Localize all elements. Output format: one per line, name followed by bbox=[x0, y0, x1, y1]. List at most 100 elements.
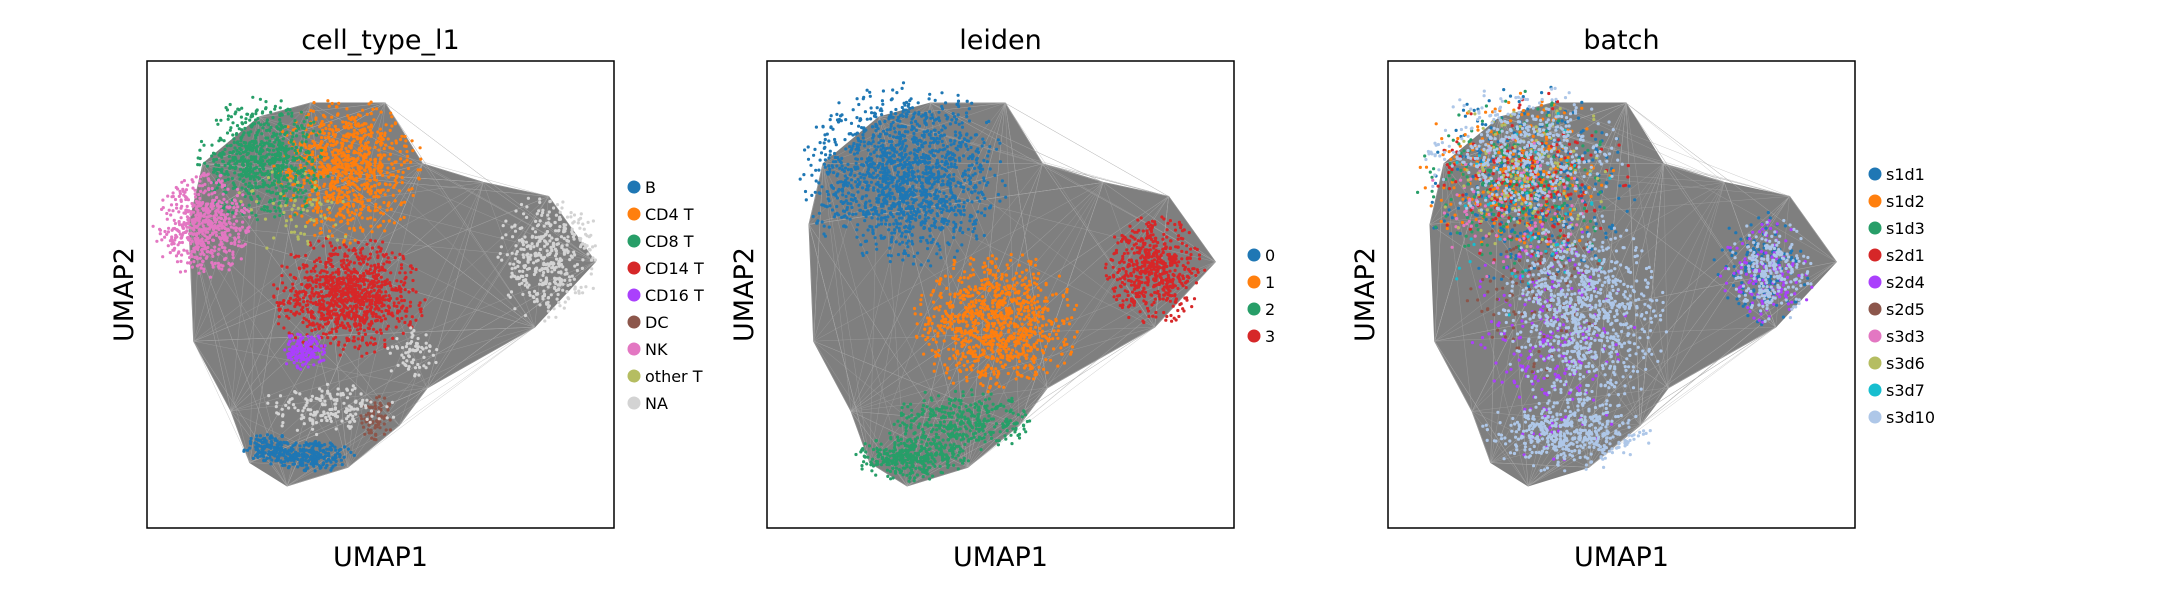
legend-label: CD8 T bbox=[645, 232, 694, 251]
point bbox=[896, 253, 901, 257]
graph-edge bbox=[193, 163, 204, 342]
point bbox=[324, 294, 328, 298]
point bbox=[514, 252, 518, 256]
point bbox=[886, 253, 891, 257]
point bbox=[572, 220, 576, 224]
point bbox=[360, 400, 364, 404]
point bbox=[298, 142, 302, 146]
point bbox=[293, 406, 297, 410]
point bbox=[333, 246, 337, 250]
point bbox=[535, 224, 540, 228]
point bbox=[535, 212, 539, 216]
graph-edge bbox=[813, 182, 1104, 342]
point bbox=[360, 202, 364, 206]
point bbox=[340, 312, 344, 316]
point bbox=[305, 179, 309, 183]
point bbox=[844, 147, 848, 151]
point bbox=[369, 301, 373, 305]
point bbox=[352, 453, 356, 457]
point bbox=[288, 214, 292, 219]
point bbox=[348, 157, 352, 161]
point bbox=[399, 280, 403, 284]
point bbox=[340, 154, 344, 158]
point bbox=[537, 239, 541, 243]
point bbox=[343, 252, 347, 256]
point bbox=[266, 136, 270, 140]
point bbox=[363, 147, 367, 151]
point bbox=[519, 202, 524, 207]
point bbox=[316, 191, 320, 195]
point bbox=[372, 168, 376, 172]
point bbox=[542, 289, 546, 293]
point bbox=[391, 147, 395, 151]
point bbox=[277, 448, 281, 452]
point bbox=[285, 219, 289, 223]
point bbox=[354, 399, 358, 403]
point bbox=[302, 422, 306, 426]
graph-edge bbox=[193, 163, 423, 342]
point bbox=[272, 283, 276, 287]
point bbox=[888, 151, 892, 155]
point bbox=[383, 338, 387, 342]
point bbox=[209, 181, 213, 185]
point bbox=[239, 139, 243, 143]
point bbox=[379, 211, 383, 215]
point bbox=[523, 313, 528, 318]
point bbox=[380, 280, 384, 284]
point bbox=[329, 419, 333, 423]
point bbox=[525, 267, 530, 271]
point bbox=[901, 258, 905, 262]
point bbox=[562, 225, 566, 230]
point bbox=[373, 145, 377, 149]
point bbox=[397, 319, 401, 323]
point bbox=[320, 219, 324, 224]
point bbox=[330, 138, 334, 142]
point bbox=[380, 265, 384, 269]
point bbox=[325, 463, 329, 468]
point bbox=[299, 146, 303, 150]
point bbox=[328, 196, 332, 200]
point bbox=[308, 197, 312, 202]
point bbox=[261, 110, 265, 114]
point bbox=[584, 285, 588, 289]
point bbox=[288, 171, 292, 175]
point bbox=[390, 345, 394, 349]
point bbox=[299, 367, 303, 371]
point bbox=[246, 112, 250, 116]
point bbox=[358, 140, 362, 144]
point bbox=[400, 306, 404, 310]
point bbox=[370, 414, 374, 418]
point bbox=[167, 226, 171, 230]
point bbox=[240, 225, 244, 229]
point bbox=[396, 311, 400, 315]
point bbox=[220, 209, 224, 213]
point bbox=[255, 149, 259, 154]
point bbox=[324, 274, 328, 278]
point bbox=[393, 183, 397, 187]
point bbox=[323, 443, 327, 447]
point bbox=[318, 285, 322, 289]
point bbox=[235, 194, 239, 198]
point bbox=[233, 146, 237, 150]
point bbox=[274, 192, 278, 196]
point bbox=[273, 205, 277, 210]
point bbox=[964, 111, 969, 115]
graph-edge bbox=[813, 341, 852, 412]
point bbox=[353, 324, 357, 328]
point bbox=[424, 341, 428, 345]
point bbox=[349, 146, 353, 150]
point bbox=[315, 221, 319, 225]
point bbox=[264, 107, 268, 111]
point bbox=[211, 232, 215, 236]
point bbox=[308, 181, 312, 185]
point bbox=[314, 280, 318, 285]
point bbox=[190, 265, 194, 269]
point bbox=[395, 304, 399, 308]
point bbox=[366, 286, 370, 290]
graph-edge bbox=[193, 340, 428, 389]
point bbox=[298, 163, 303, 167]
point bbox=[177, 194, 181, 198]
point bbox=[217, 139, 221, 143]
point bbox=[301, 191, 305, 195]
series-0 bbox=[798, 81, 1008, 268]
